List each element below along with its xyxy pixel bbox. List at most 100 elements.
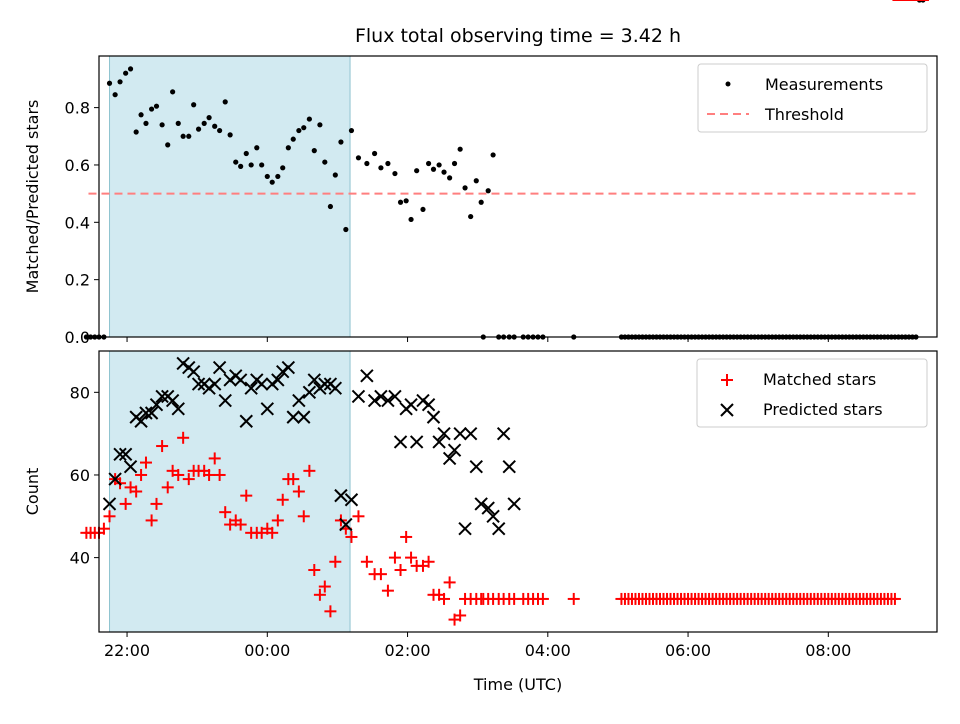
count-x-tick-label: 08:00 <box>805 641 851 660</box>
predicted-point <box>328 381 343 395</box>
matched-point <box>266 526 279 539</box>
matched-point <box>97 522 110 535</box>
measurement-point <box>123 70 129 76</box>
predicted-point <box>254 377 269 391</box>
matched-point <box>303 464 316 477</box>
predicted-point <box>149 398 164 412</box>
measurement-point <box>378 165 384 171</box>
predicted-point <box>176 356 190 371</box>
measurement-point <box>269 179 275 185</box>
count-x-tick-label: 02:00 <box>384 641 430 660</box>
measurement-point <box>227 132 233 138</box>
matched-point <box>219 506 232 519</box>
count-legend: Matched stars Predicted stars <box>696 358 928 428</box>
predicted-point <box>144 406 159 420</box>
matched-point <box>313 588 326 601</box>
predicted-point <box>108 472 122 486</box>
predicted-point <box>426 410 441 424</box>
measurement-point <box>233 159 239 165</box>
predicted-point <box>374 389 388 404</box>
ratio-y-tick-label: 0.6 <box>65 156 90 175</box>
measurement-point <box>403 198 409 204</box>
matched-point <box>405 551 418 564</box>
matched-point <box>477 592 490 605</box>
matched-point <box>454 609 467 622</box>
measurement-point <box>397 199 404 205</box>
matched-point <box>352 510 365 523</box>
matched-point <box>139 456 152 469</box>
measurement-point <box>117 79 123 85</box>
matched-point <box>172 468 185 481</box>
predicted-point <box>239 414 253 428</box>
legend-measurements-marker <box>725 81 731 87</box>
predicted-point <box>208 377 222 391</box>
x-axis-label: Time (UTC) <box>473 675 562 694</box>
predicted-point <box>165 393 180 408</box>
count-x-tick-label: 06:00 <box>665 641 711 660</box>
ratio-y-axis-label: Matched/Predicted stars <box>23 100 42 294</box>
measurement-point <box>159 122 165 128</box>
matched-point <box>276 493 289 506</box>
legend-predicted-marker <box>720 403 734 417</box>
predicted-point <box>139 406 153 420</box>
ratio-y-tick-label: 0.0 <box>65 328 90 347</box>
matched-point <box>360 555 373 568</box>
measurement-point <box>348 127 355 134</box>
measurement-point <box>222 99 228 105</box>
count-x-tick-label: 00:00 <box>244 641 290 660</box>
predicted-point <box>223 373 237 387</box>
measurement-point <box>414 168 420 174</box>
measurement-point <box>420 206 426 213</box>
predicted-point <box>416 393 430 408</box>
measurement-point <box>311 148 317 154</box>
ratio-y-tick-label: 0.8 <box>65 99 90 118</box>
measurement-point <box>343 226 349 233</box>
predicted-point <box>404 398 418 412</box>
ratio-y-ticks: 0.0 0.2 0.4 0.6 0.8 <box>65 99 99 347</box>
measurement-point <box>478 199 484 205</box>
predicted-point <box>463 426 478 441</box>
matched-point <box>297 510 310 523</box>
ratio-y-tick-label: 0.4 <box>65 213 90 232</box>
measurement-point <box>106 80 113 86</box>
measurement-point <box>301 125 307 131</box>
measurement-point <box>317 122 323 128</box>
predicted-point <box>134 414 148 428</box>
measurement-point <box>83 334 89 340</box>
measurement-point <box>285 145 291 151</box>
measurement-point <box>392 170 398 177</box>
measurement-point <box>436 162 442 168</box>
matched-point <box>536 592 549 605</box>
measurement-point <box>143 120 149 126</box>
matched-point <box>394 564 407 577</box>
measurement-point <box>338 139 344 145</box>
measurement-point <box>175 120 181 126</box>
predicted-point <box>155 389 169 404</box>
ratio-axes-frame <box>98 55 938 338</box>
measurement-point <box>280 165 286 171</box>
count-x-tick-label: 22:00 <box>104 641 150 660</box>
matched-point <box>324 605 337 618</box>
measurement-point <box>212 123 218 129</box>
measurement-point <box>451 160 458 167</box>
predicted-point <box>492 521 506 536</box>
count-legend-box <box>696 358 928 428</box>
measurement-point <box>112 92 118 98</box>
measurement-point <box>191 102 197 108</box>
matched-point <box>150 497 163 510</box>
predicted-point <box>367 393 382 408</box>
measurement-point <box>355 155 362 161</box>
ratio-panel: 0.00.20.40.60.8 Matched/Predicted stars … <box>23 0 938 347</box>
count-y-axis-label: Count <box>23 468 42 516</box>
measurement-point <box>206 115 212 121</box>
predicted-point <box>186 364 201 379</box>
chart-title: Flux total observing time = 3.42 h <box>355 25 681 47</box>
measurement-point <box>170 89 176 95</box>
count-axes-frame <box>98 350 938 633</box>
predicted-point <box>271 373 285 387</box>
matched-point <box>374 568 387 581</box>
legend-matched-label: Matched stars <box>763 370 876 389</box>
matched-point <box>318 580 331 593</box>
ratio-y-tick-label: 0.2 <box>65 271 90 290</box>
